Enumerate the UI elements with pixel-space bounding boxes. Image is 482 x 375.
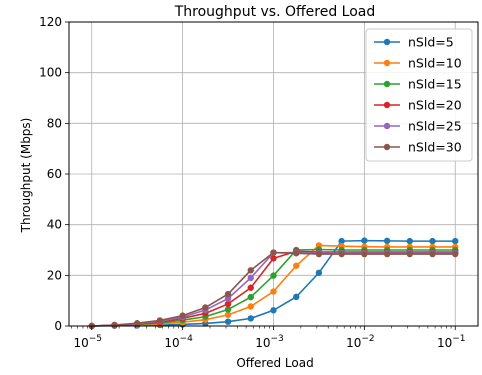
data-point xyxy=(247,315,254,322)
data-point xyxy=(429,237,436,245)
x-tick-label-exponent: −2 xyxy=(361,334,374,344)
data-point xyxy=(224,311,232,319)
data-point xyxy=(133,320,141,327)
data-point xyxy=(270,249,277,256)
data-point xyxy=(202,304,209,311)
x-tick-label-exponent: −1 xyxy=(452,334,465,344)
data-point xyxy=(293,293,300,301)
x-tick-label-base: 10 xyxy=(255,336,270,350)
y-tick-label: 20 xyxy=(47,268,62,282)
data-point xyxy=(270,288,277,295)
x-tick-label: 10−1 xyxy=(437,334,466,350)
data-point xyxy=(270,272,277,279)
x-tick-label: 10−3 xyxy=(255,334,284,350)
data-point xyxy=(429,250,436,258)
x-tick-label-base: 10 xyxy=(73,336,88,350)
data-point xyxy=(270,255,277,262)
legend-label: nSld=5 xyxy=(408,35,454,50)
data-point xyxy=(383,237,391,245)
legend-marker xyxy=(383,38,391,46)
data-point xyxy=(452,237,459,245)
x-tick-label: 10−5 xyxy=(73,334,102,350)
y-tick-label: 60 xyxy=(47,167,62,181)
x-tick-label-base: 10 xyxy=(164,336,179,350)
legend-frame xyxy=(365,28,473,162)
data-point xyxy=(247,284,254,291)
data-point xyxy=(406,237,413,245)
data-point xyxy=(452,250,459,258)
data-point xyxy=(383,250,391,258)
x-tick-label-base: 10 xyxy=(346,336,361,350)
x-tick-label: 10−2 xyxy=(346,334,375,350)
data-point xyxy=(406,250,413,258)
data-point xyxy=(361,237,368,244)
data-point xyxy=(247,267,254,274)
data-point xyxy=(224,318,232,325)
y-tick-label: 0 xyxy=(54,319,62,333)
series-group xyxy=(88,237,459,330)
data-point xyxy=(315,250,323,258)
legend-marker xyxy=(383,143,391,151)
y-axis-label: Throughput (Mbps) xyxy=(19,118,33,234)
chart-title: Throughput vs. Offered Load xyxy=(174,4,376,20)
data-point xyxy=(247,274,254,282)
data-point xyxy=(361,250,368,258)
legend-marker xyxy=(383,59,391,67)
legend-label: nSld=30 xyxy=(408,140,462,155)
data-point xyxy=(247,293,254,301)
data-point xyxy=(338,237,345,245)
data-point xyxy=(293,250,300,257)
data-point xyxy=(315,269,323,276)
data-point xyxy=(179,312,186,319)
legend-label: nSld=25 xyxy=(408,119,462,134)
legend-marker xyxy=(383,122,391,130)
x-tick-label-exponent: −3 xyxy=(270,334,283,344)
data-point xyxy=(224,300,232,308)
data-point xyxy=(270,307,277,314)
x-tick-label-exponent: −4 xyxy=(180,334,194,344)
y-tick-label: 80 xyxy=(47,116,62,130)
y-tick-label: 120 xyxy=(39,15,62,29)
x-axis-label: Offered Load xyxy=(236,356,313,370)
data-point xyxy=(224,295,232,302)
x-tick-label-exponent: −5 xyxy=(89,334,102,344)
legend-label: nSld=15 xyxy=(408,77,462,92)
legend-label: nSld=20 xyxy=(408,98,462,113)
data-point xyxy=(156,317,164,324)
data-point xyxy=(338,250,345,258)
data-point xyxy=(247,303,254,310)
legend-label: nSld=10 xyxy=(408,56,462,71)
data-point xyxy=(224,306,232,313)
data-point xyxy=(111,321,118,329)
y-tick-label: 100 xyxy=(39,66,62,80)
x-tick-label: 10−4 xyxy=(164,334,193,350)
legend-marker xyxy=(383,80,391,88)
legend-marker xyxy=(383,101,391,109)
data-point xyxy=(224,290,232,298)
x-tick-label-base: 10 xyxy=(437,336,452,350)
y-tick-label: 40 xyxy=(47,218,62,232)
legend: nSld=5 nSld=10 nSld=15 nSld=20 nSld=25 nSld=3… xyxy=(365,28,473,162)
data-point xyxy=(293,262,300,269)
